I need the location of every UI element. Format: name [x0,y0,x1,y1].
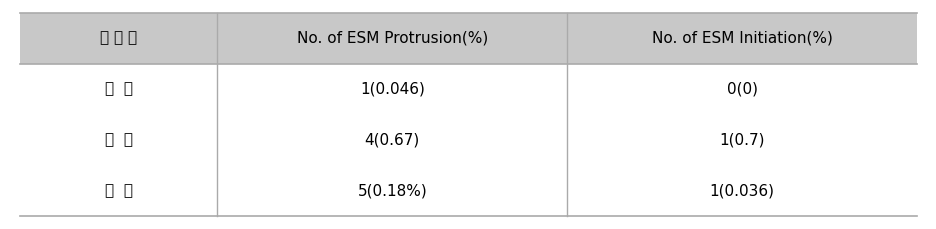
Text: 1(0.046): 1(0.046) [359,82,424,97]
Text: 1(0.036): 1(0.036) [709,183,774,198]
Bar [217,64,566,114]
Text: 4(0.67): 4(0.67) [364,132,419,147]
Bar [217,165,566,216]
Text: No. of ESM Protrusion(%): No. of ESM Protrusion(%) [297,31,488,46]
Bar [217,114,566,165]
Text: No. of ESM Initiation(%): No. of ESM Initiation(%) [651,31,831,46]
Text: 0(0): 0(0) [725,82,756,97]
Bar [566,64,916,114]
Text: 내  리: 내 리 [105,132,133,147]
Bar [217,13,566,64]
Bar [566,13,916,64]
Bar [566,165,916,216]
Bar [566,114,916,165]
Text: 안  면: 안 면 [105,82,133,97]
Bar [20,165,217,216]
Text: 합  계: 합 계 [105,183,133,198]
Bar [20,64,217,114]
Bar [20,114,217,165]
Text: 5(0.18%): 5(0.18%) [357,183,427,198]
Text: 채 취 목: 채 취 목 [100,31,138,46]
Bar [20,13,217,64]
Text: 1(0.7): 1(0.7) [719,132,764,147]
